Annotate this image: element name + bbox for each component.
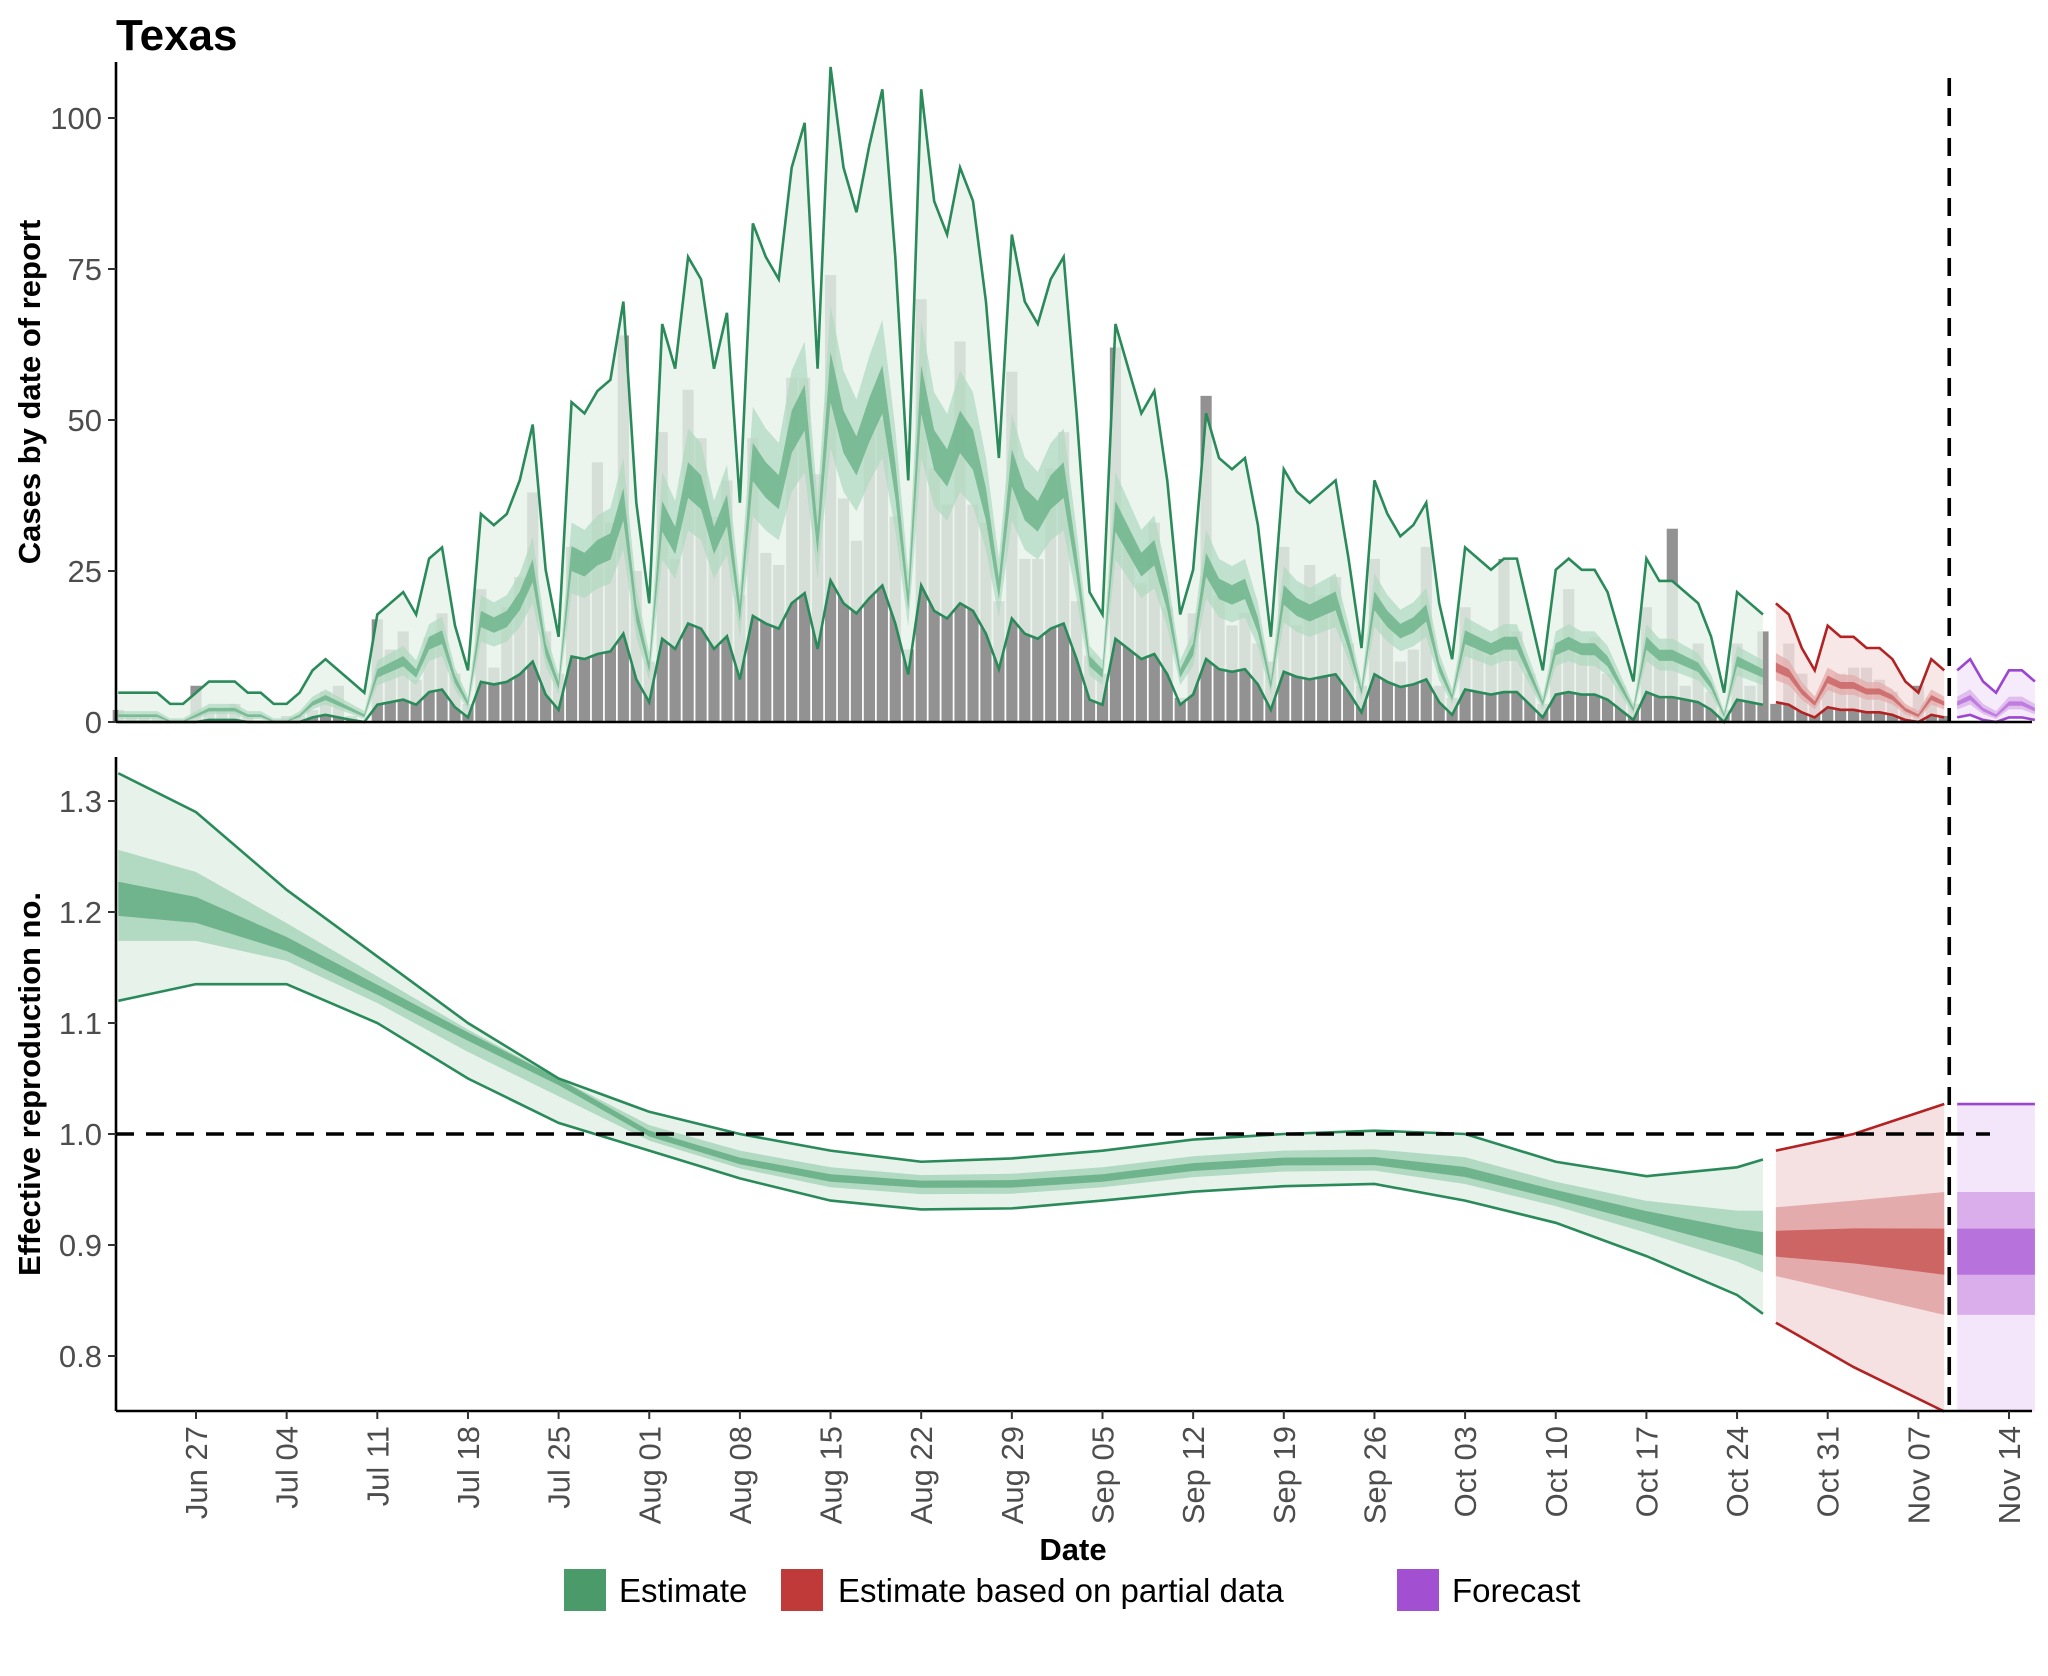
case-bar xyxy=(112,709,124,722)
x-tick-label: Aug 15 xyxy=(814,1426,849,1524)
x-tick-label: Oct 31 xyxy=(1811,1426,1846,1517)
x-tick-label: Sep 26 xyxy=(1357,1426,1392,1524)
case-bar xyxy=(837,498,850,722)
x-tick-label: Jul 25 xyxy=(542,1426,577,1509)
case-bar xyxy=(760,552,772,722)
x-tick-label: Jul 18 xyxy=(451,1426,486,1509)
estimate-band-90 xyxy=(118,66,1763,723)
partial-band-20 xyxy=(1775,662,1945,717)
case-bar xyxy=(773,564,785,722)
partial-rt-lower-90-line xyxy=(1775,1321,1945,1413)
rt-y-tick-label: 0.9 xyxy=(59,1228,102,1263)
legend-label-partial: Estimate based on partial data xyxy=(838,1572,1284,1609)
x-tick-label: Nov 14 xyxy=(1992,1426,2027,1524)
partial-upper-90-line xyxy=(1775,602,1946,695)
cases-y-tick-label: 25 xyxy=(68,554,102,589)
x-axis-ticks: Jun 27 Jul 04 Jul 11 Jul 18 Jul 25 Aug 01 Aug … xyxy=(179,1411,2027,1524)
forecast-rt-band-20 xyxy=(1957,1228,2035,1275)
x-tick-label: Sep 05 xyxy=(1086,1426,1121,1524)
case-bar xyxy=(1394,661,1406,722)
x-tick-label: Sep 12 xyxy=(1176,1426,1211,1524)
case-bar xyxy=(1032,558,1044,722)
estimate-upper-90-line xyxy=(118,66,1764,706)
rt-y-tick-label: 1.2 xyxy=(59,895,102,930)
forecast-band-50 xyxy=(1957,689,2035,719)
x-tick-label: Oct 03 xyxy=(1448,1426,1483,1517)
cases-y-axis-title: Cases by date of report xyxy=(12,220,47,565)
case-bar xyxy=(1938,715,1950,722)
case-bar xyxy=(850,540,863,722)
legend-swatch-forecast xyxy=(1397,1569,1439,1611)
legend-swatch-estimate xyxy=(564,1569,606,1611)
legend-label-estimate: Estimate xyxy=(619,1572,747,1609)
rt-y-tick-label: 1.1 xyxy=(59,1006,102,1041)
estimate-rt-band-20 xyxy=(118,881,1763,1256)
rt-y-tick-label: 1.3 xyxy=(59,784,102,819)
x-tick-label: Oct 17 xyxy=(1629,1426,1664,1517)
x-tick-label: Oct 10 xyxy=(1539,1426,1574,1517)
partial-band-90 xyxy=(1775,603,1945,722)
case-bar xyxy=(902,649,914,722)
partial-rt-band-20 xyxy=(1775,1228,1945,1275)
cases-y-tick-label: 0 xyxy=(85,705,102,740)
x-tick-label: Aug 22 xyxy=(904,1426,939,1524)
x-tick-label: Nov 07 xyxy=(1901,1426,1936,1524)
case-bar xyxy=(488,667,500,722)
cases-y-tick-label: 50 xyxy=(68,403,102,438)
rt-panel: 0.8 0.9 1.0 1.1 1.2 1.3 xyxy=(59,757,2035,1413)
cases-y-tick-label: 100 xyxy=(50,101,102,136)
estimate-rt-band-50 xyxy=(118,849,1763,1273)
x-tick-label: Jul 04 xyxy=(270,1426,305,1509)
partial-rt-upper-90-line xyxy=(1775,1102,1945,1152)
x-tick-label: Jul 11 xyxy=(360,1426,395,1506)
estimate-lower-90-line xyxy=(118,576,1764,725)
legend-label-forecast: Forecast xyxy=(1452,1572,1580,1609)
x-tick-label: Aug 08 xyxy=(723,1426,758,1524)
case-bar xyxy=(1407,649,1419,722)
rt-y-axis-title: Effective reproduction no. xyxy=(12,892,47,1276)
case-bar xyxy=(1770,703,1782,722)
estimate-rt-upper-90-line xyxy=(117,772,1764,1178)
case-bar xyxy=(1019,558,1031,722)
x-tick-label: Sep 19 xyxy=(1267,1426,1302,1524)
forecast-upper-90-line xyxy=(1956,657,2036,695)
x-axis-title: Date xyxy=(1039,1532,1106,1567)
case-bar xyxy=(1679,685,1691,722)
cases-panel: 0 25 50 75 100 xyxy=(50,62,2036,740)
legend-swatch-partial xyxy=(781,1569,823,1611)
x-tick-label: Oct 24 xyxy=(1720,1426,1755,1517)
x-tick-label: Jun 27 xyxy=(179,1426,214,1519)
rt-y-tick-label: 1.0 xyxy=(59,1117,102,1152)
case-bar xyxy=(1174,697,1186,722)
legend: Estimate Estimate based on partial data … xyxy=(564,1569,1580,1611)
cases-y-tick-label: 75 xyxy=(68,252,102,287)
case-bar xyxy=(1226,625,1238,722)
x-tick-label: Aug 29 xyxy=(995,1426,1030,1524)
x-tick-label: Aug 01 xyxy=(632,1426,667,1524)
estimate-rt-band-90 xyxy=(118,773,1763,1314)
rt-y-tick-label: 0.8 xyxy=(59,1339,102,1374)
estimate-rt-lower-90-line xyxy=(118,982,1764,1315)
case-bar xyxy=(1744,685,1756,722)
chart-title: Texas xyxy=(116,11,238,60)
